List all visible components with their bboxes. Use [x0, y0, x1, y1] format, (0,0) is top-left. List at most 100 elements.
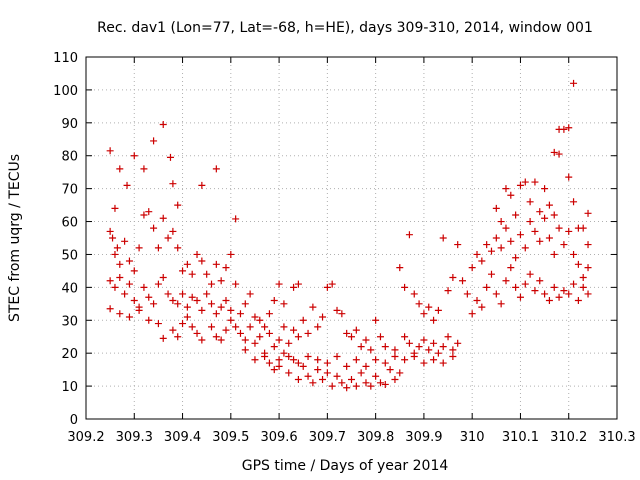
data-point — [570, 79, 578, 87]
data-point — [526, 198, 534, 206]
data-point — [550, 283, 558, 291]
data-point — [145, 316, 153, 324]
y-tick-label: 50 — [61, 248, 78, 263]
x-tick-label: 309.3 — [116, 430, 153, 445]
data-point — [299, 362, 307, 370]
data-point — [507, 191, 515, 199]
data-point — [169, 180, 177, 188]
data-point — [111, 204, 119, 212]
y-tick-label: 90 — [61, 117, 78, 132]
data-point — [106, 227, 114, 235]
data-point — [270, 297, 278, 305]
data-point — [376, 379, 384, 387]
data-point — [328, 280, 336, 288]
data-point — [270, 366, 278, 374]
data-point — [145, 208, 153, 216]
data-point — [348, 333, 355, 341]
data-point — [290, 356, 298, 364]
data-point — [113, 244, 121, 252]
data-point — [265, 329, 273, 337]
data-point — [574, 297, 582, 305]
data-point — [159, 273, 167, 281]
data-point — [521, 178, 529, 186]
y-tick-label: 100 — [53, 84, 78, 99]
data-point — [492, 290, 500, 298]
data-point — [430, 316, 438, 324]
data-point — [265, 310, 273, 318]
data-point — [478, 257, 486, 265]
data-point — [405, 231, 413, 239]
data-point — [531, 178, 539, 186]
data-point — [333, 372, 341, 380]
data-point — [565, 124, 573, 132]
data-point — [135, 306, 143, 314]
data-point — [550, 211, 558, 219]
data-point — [487, 270, 495, 278]
y-tick-label: 30 — [61, 314, 78, 329]
grid-lines — [86, 57, 617, 419]
data-point — [116, 273, 124, 281]
data-point — [541, 214, 549, 222]
data-point — [290, 326, 298, 334]
data-point — [391, 346, 399, 354]
axis-ticks: 309.2 309.3 309.4 309.5 309.6 309.7 309.8 309.9… — [53, 51, 635, 445]
data-point — [343, 362, 351, 370]
data-point — [285, 369, 293, 377]
y-tick-label: 110 — [53, 51, 78, 66]
data-point — [123, 181, 131, 189]
x-tick-label: 310.3 — [598, 430, 635, 445]
data-point — [241, 346, 249, 354]
data-point — [430, 339, 438, 347]
data-point — [434, 349, 442, 357]
data-point — [217, 277, 225, 285]
data-point — [545, 234, 553, 242]
y-tick-label: 10 — [61, 380, 78, 395]
data-point — [169, 227, 177, 235]
data-point — [338, 379, 346, 387]
data-point — [314, 356, 322, 364]
data-point — [348, 376, 355, 384]
data-point — [222, 297, 230, 305]
y-tick-label: 0 — [70, 413, 78, 428]
data-point — [352, 382, 360, 390]
x-tick-label: 310.2 — [550, 430, 587, 445]
data-point — [574, 260, 582, 268]
data-point — [478, 303, 486, 311]
data-point — [512, 254, 520, 262]
data-point — [570, 198, 578, 206]
data-point — [512, 283, 520, 291]
x-tick-label: 309.5 — [212, 430, 249, 445]
data-point — [357, 343, 365, 351]
data-point — [236, 310, 244, 318]
data-point — [574, 224, 582, 232]
data-point — [294, 280, 302, 288]
data-point — [531, 227, 539, 235]
chart-title: Rec. dav1 (Lon=77, Lat=-68, h=HE), days … — [97, 20, 593, 36]
data-point — [449, 346, 457, 354]
data-point — [391, 352, 399, 360]
data-point — [483, 283, 491, 291]
data-point — [473, 297, 481, 305]
data-point — [367, 346, 375, 354]
data-point — [203, 290, 211, 298]
data-point — [565, 227, 573, 235]
data-point — [516, 181, 524, 189]
data-point — [323, 369, 331, 377]
plot-frame — [85, 56, 618, 420]
data-point — [275, 336, 283, 344]
data-point — [130, 297, 138, 305]
data-point — [198, 336, 206, 344]
data-point — [304, 329, 312, 337]
data-point — [280, 300, 288, 308]
data-point — [502, 277, 510, 285]
data-point — [323, 359, 331, 367]
data-point — [246, 290, 254, 298]
data-point — [396, 264, 404, 272]
data-point — [468, 310, 476, 318]
data-point — [507, 264, 515, 272]
data-point — [121, 290, 129, 298]
data-point — [314, 323, 322, 331]
data-point — [362, 336, 370, 344]
data-point — [150, 300, 158, 308]
